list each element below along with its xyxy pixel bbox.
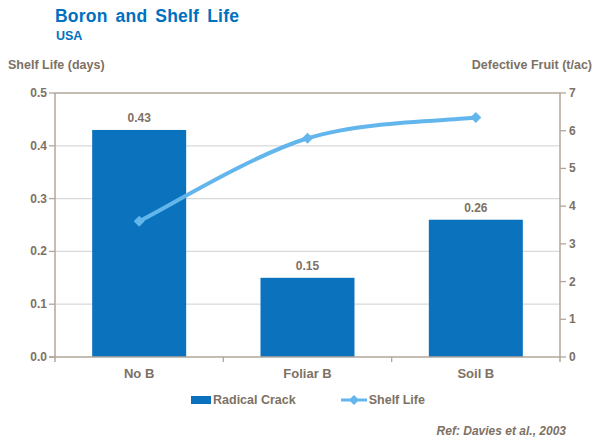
legend-item-shelf-life: Shelf Life <box>340 393 425 407</box>
right-axis-tick-label: 0 <box>569 349 599 365</box>
line-marker-soil-b <box>470 112 481 123</box>
category-label-foliar-b: Foliar B <box>238 366 378 381</box>
right-axis-tick-label: 1 <box>569 311 599 327</box>
bar-value-label: 0.15 <box>268 259 348 273</box>
right-axis-tick-label: 3 <box>569 236 599 252</box>
right-axis-tick-label: 7 <box>569 85 599 101</box>
bar-value-label: 0.26 <box>436 201 516 215</box>
category-label-soil-b: Soil B <box>406 366 546 381</box>
bar-no-b <box>92 130 186 357</box>
right-axis-tick-label: 6 <box>569 123 599 139</box>
legend-item-radical-crack: Radical Crack <box>190 393 296 407</box>
chart-legend: Radical Crack Shelf Life <box>55 393 560 407</box>
left-axis-tick-label: 0.3 <box>7 191 47 207</box>
legend-label-shelf-life: Shelf Life <box>369 393 425 407</box>
left-axis-tick-label: 0.4 <box>7 138 47 154</box>
left-axis-tick-label: 0.2 <box>7 243 47 259</box>
bar-value-label: 0.43 <box>99 111 179 125</box>
bar-swatch-icon <box>190 394 212 406</box>
left-axis-tick-label: 0.0 <box>7 349 47 365</box>
right-axis-tick-label: 4 <box>569 198 599 214</box>
chart-canvas: Boron and Shelf Life USA Shelf Life (day… <box>0 0 600 447</box>
category-label-no-b: No B <box>69 366 209 381</box>
reference-text: Ref: Davies et al., 2003 <box>437 424 566 438</box>
right-axis-tick-label: 2 <box>569 274 599 290</box>
left-axis-tick-label: 0.5 <box>7 85 47 101</box>
line-swatch-icon <box>340 393 368 407</box>
bar-foliar-b <box>261 278 355 357</box>
left-axis-tick-label: 0.1 <box>7 296 47 312</box>
legend-label-radical-crack: Radical Crack <box>213 393 296 407</box>
bar-soil-b <box>429 220 523 357</box>
right-axis-tick-label: 5 <box>569 160 599 176</box>
line-marker-foliar-b <box>302 133 313 144</box>
